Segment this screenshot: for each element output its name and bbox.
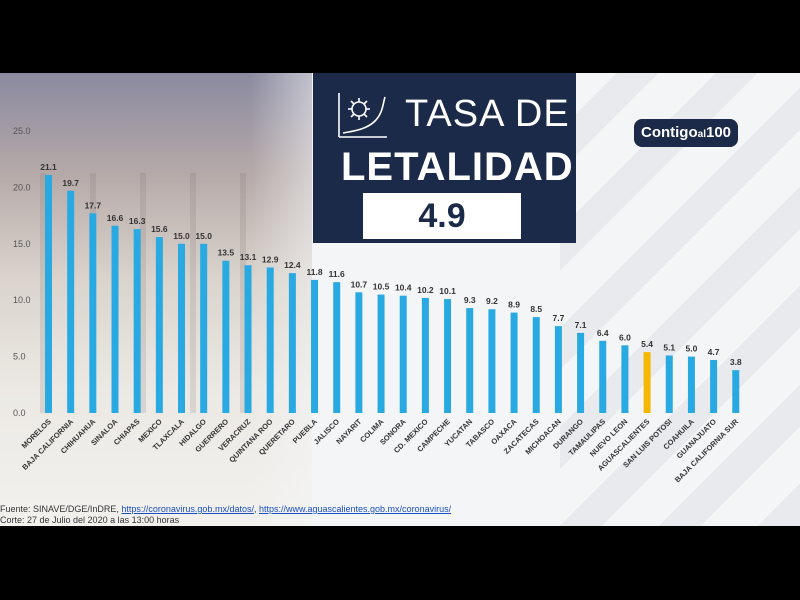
data-label: 10.7 xyxy=(351,279,368,289)
source-link-2[interactable]: https://www.aguascalientes.gob.mx/corona… xyxy=(258,504,452,514)
data-label: 9.2 xyxy=(486,296,498,306)
title-line-2: LETALIDAD xyxy=(341,145,574,189)
footer-separator: , xyxy=(253,504,259,514)
data-label: 5.4 xyxy=(641,339,653,349)
background-stripes xyxy=(560,73,800,526)
bar xyxy=(67,190,75,413)
footer-prefix: Fuente: SINAVE/DGE/InDRE, xyxy=(0,504,122,514)
data-label: 10.4 xyxy=(395,283,412,293)
bar xyxy=(466,308,474,413)
y-tick-label: 15.0 xyxy=(13,239,31,249)
y-tick-label: 5.0 xyxy=(13,352,26,362)
data-label: 9.3 xyxy=(464,295,476,305)
title-panel: TASA DE LETALIDAD 4.9 xyxy=(313,73,576,243)
data-label: 11.8 xyxy=(307,267,323,277)
data-label: 5.1 xyxy=(663,342,675,352)
bar xyxy=(244,265,252,413)
data-label: 5.0 xyxy=(686,344,698,354)
data-label: 4.7 xyxy=(708,347,720,357)
data-label: 21.1 xyxy=(40,162,57,172)
data-label: 6.0 xyxy=(619,332,631,342)
data-label: 10.1 xyxy=(439,286,456,296)
bar xyxy=(665,355,673,413)
bar xyxy=(599,340,607,413)
data-label: 13.5 xyxy=(218,248,235,258)
data-label: 11.6 xyxy=(329,269,345,279)
bar xyxy=(444,299,452,413)
bar xyxy=(133,229,141,413)
bar xyxy=(89,213,97,413)
y-tick-label: 10.0 xyxy=(13,295,31,305)
bar xyxy=(178,243,186,413)
data-label: 3.8 xyxy=(730,357,742,367)
bar xyxy=(45,174,52,413)
slide: TASA DE LETALIDAD 4.9 Contigoal100 0.0 5.… xyxy=(0,73,800,526)
bar xyxy=(621,345,629,413)
y-tick-label: 25.0 xyxy=(13,126,31,136)
bar xyxy=(577,332,585,413)
data-label: 16.6 xyxy=(107,213,124,223)
footer: Fuente: SINAVE/DGE/InDRE, https://corona… xyxy=(0,504,800,526)
data-label: 10.2 xyxy=(417,285,434,295)
bar xyxy=(643,352,651,413)
title-line-1: TASA DE xyxy=(405,93,570,135)
bar xyxy=(687,356,695,413)
bar xyxy=(222,260,230,413)
bar xyxy=(377,294,385,413)
data-label: 15.6 xyxy=(151,224,168,234)
data-label: 15.0 xyxy=(173,231,190,241)
bar xyxy=(488,309,496,413)
data-label: 12.4 xyxy=(284,260,301,270)
data-label: 7.7 xyxy=(552,313,564,323)
bar xyxy=(111,225,119,413)
y-tick-label: 20.0 xyxy=(13,182,31,192)
brand-number: 100 xyxy=(705,124,732,141)
y-tick-label: 0.0 xyxy=(13,408,26,418)
data-label: 8.9 xyxy=(508,300,520,310)
bar xyxy=(200,243,208,413)
bar xyxy=(421,297,429,413)
headline-value: 4.9 xyxy=(363,193,521,239)
virus-chart-icon xyxy=(338,93,387,138)
brand-main: Contigo xyxy=(640,124,698,141)
data-label: 7.1 xyxy=(575,320,587,330)
data-label: 15.0 xyxy=(195,231,212,241)
bar xyxy=(266,267,274,413)
data-label: 16.3 xyxy=(129,216,146,226)
bar xyxy=(288,273,296,413)
data-label: 19.7 xyxy=(62,178,79,188)
data-label: 10.5 xyxy=(373,282,390,292)
bar xyxy=(311,279,319,413)
footer-source-line: Fuente: SINAVE/DGE/InDRE, https://corona… xyxy=(0,504,800,515)
bar xyxy=(355,292,363,413)
footer-cutoff-line: Corte: 27 de Julio del 2020 a las 13:00 … xyxy=(0,515,180,525)
bar xyxy=(532,317,540,413)
bar xyxy=(710,359,718,413)
bar xyxy=(333,282,341,413)
brand-logo: Contigoal100 xyxy=(634,119,738,147)
bar xyxy=(155,237,163,413)
bar xyxy=(554,326,562,413)
data-label: 12.9 xyxy=(262,254,279,264)
data-label: 13.1 xyxy=(240,252,257,262)
bar xyxy=(732,370,740,413)
bar-chart: 0.05.010.015.020.025.021.1MORELOS19.7BAJ… xyxy=(13,126,742,484)
bar xyxy=(510,312,518,413)
bar xyxy=(399,295,407,413)
data-label: 8.5 xyxy=(530,304,542,314)
data-label: 17.7 xyxy=(85,200,102,210)
source-link-1[interactable]: https://coronavirus.gob.mx/datos/ xyxy=(121,504,254,514)
brand-small: al xyxy=(697,129,706,140)
data-label: 6.4 xyxy=(597,328,609,338)
